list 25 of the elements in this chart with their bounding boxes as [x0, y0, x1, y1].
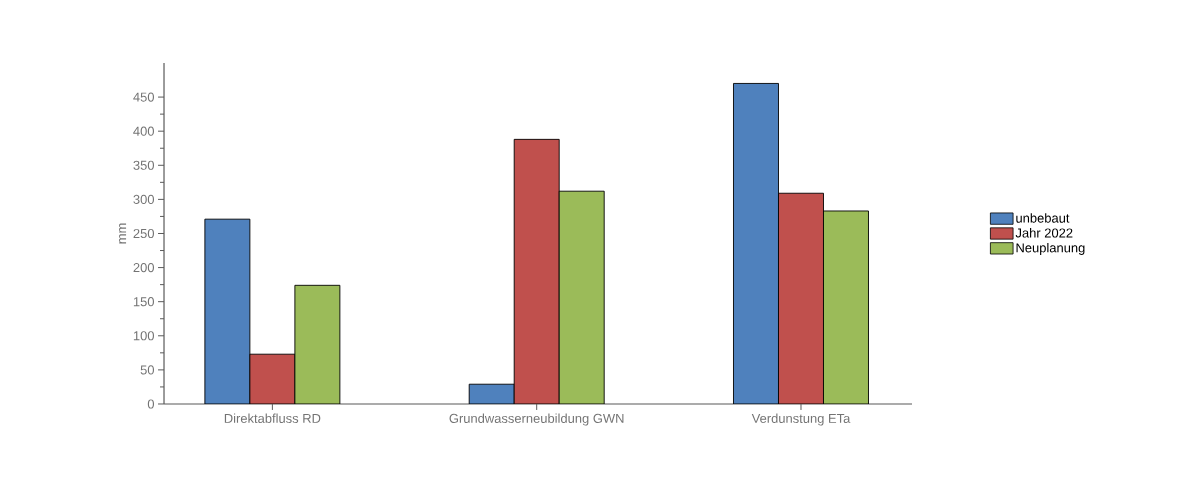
legend-label: unbebaut — [1016, 213, 1070, 223]
x-tick-label: Verdunstung ETa — [751, 413, 851, 426]
y-tick-label: 0 — [147, 399, 155, 409]
y-tick-label: 350 — [133, 160, 155, 170]
y-tick-label: 100 — [133, 331, 155, 341]
legend-label: Jahr 2022 — [1015, 228, 1073, 238]
bar — [204, 218, 251, 404]
bar — [513, 138, 560, 404]
x-tick-label: Direktabfluss RD — [224, 413, 321, 423]
y-tick-label: 50 — [140, 365, 155, 375]
bar — [778, 192, 824, 404]
y-tick-label: 150 — [133, 297, 155, 307]
y-axis-title: mm — [119, 223, 127, 244]
bar — [249, 353, 296, 404]
bar — [558, 190, 605, 404]
bar — [733, 82, 779, 404]
y-tick-label: 450 — [133, 92, 155, 102]
y-tick-label: 250 — [133, 228, 155, 239]
y-tick-label: 300 — [133, 194, 155, 204]
legend-label: Neuplanung — [1016, 242, 1085, 255]
bar — [294, 284, 341, 404]
y-tick-label: 200 — [133, 263, 155, 273]
x-tick-label: Grundwasserneubildung GWN — [449, 413, 624, 426]
bar — [823, 210, 869, 404]
y-tick-label: 400 — [133, 126, 155, 136]
